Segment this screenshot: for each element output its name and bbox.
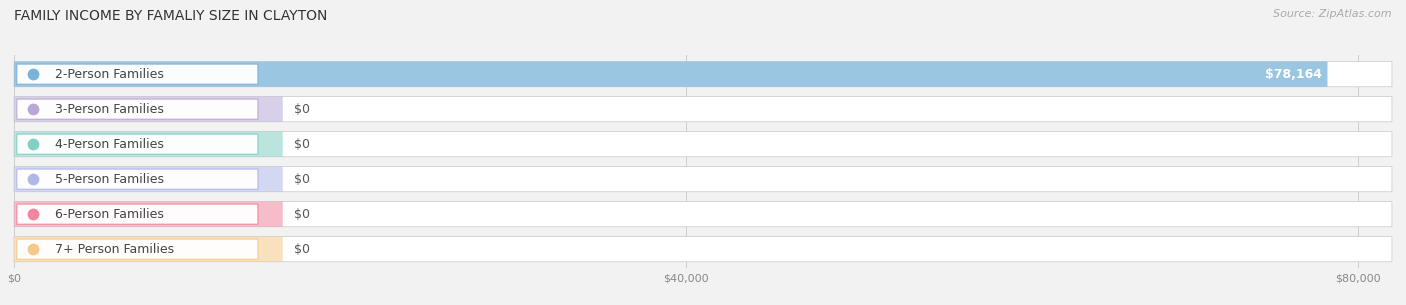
Text: 5-Person Families: 5-Person Families — [55, 173, 165, 186]
FancyBboxPatch shape — [14, 62, 1327, 87]
FancyBboxPatch shape — [14, 237, 1392, 262]
FancyBboxPatch shape — [14, 131, 1392, 157]
Text: 3-Person Families: 3-Person Families — [55, 103, 165, 116]
FancyBboxPatch shape — [17, 169, 257, 189]
FancyBboxPatch shape — [14, 202, 283, 227]
Text: $0: $0 — [294, 243, 309, 256]
FancyBboxPatch shape — [17, 239, 257, 259]
Text: 6-Person Families: 6-Person Families — [55, 208, 165, 221]
FancyBboxPatch shape — [17, 204, 257, 224]
FancyBboxPatch shape — [17, 99, 257, 119]
FancyBboxPatch shape — [14, 237, 283, 262]
FancyBboxPatch shape — [14, 62, 1392, 87]
FancyBboxPatch shape — [14, 202, 1392, 227]
Text: Source: ZipAtlas.com: Source: ZipAtlas.com — [1274, 9, 1392, 19]
FancyBboxPatch shape — [14, 167, 1392, 192]
Text: $0: $0 — [294, 208, 309, 221]
Text: FAMILY INCOME BY FAMALIY SIZE IN CLAYTON: FAMILY INCOME BY FAMALIY SIZE IN CLAYTON — [14, 9, 328, 23]
FancyBboxPatch shape — [14, 131, 283, 157]
FancyBboxPatch shape — [14, 97, 1392, 122]
Text: $78,164: $78,164 — [1265, 68, 1322, 81]
FancyBboxPatch shape — [14, 167, 283, 192]
Text: $0: $0 — [294, 173, 309, 186]
Text: $0: $0 — [294, 138, 309, 151]
FancyBboxPatch shape — [14, 97, 283, 122]
FancyBboxPatch shape — [17, 134, 257, 154]
FancyBboxPatch shape — [17, 64, 257, 84]
Text: 7+ Person Families: 7+ Person Families — [55, 243, 174, 256]
Text: 4-Person Families: 4-Person Families — [55, 138, 165, 151]
Text: $0: $0 — [294, 103, 309, 116]
Text: 2-Person Families: 2-Person Families — [55, 68, 165, 81]
